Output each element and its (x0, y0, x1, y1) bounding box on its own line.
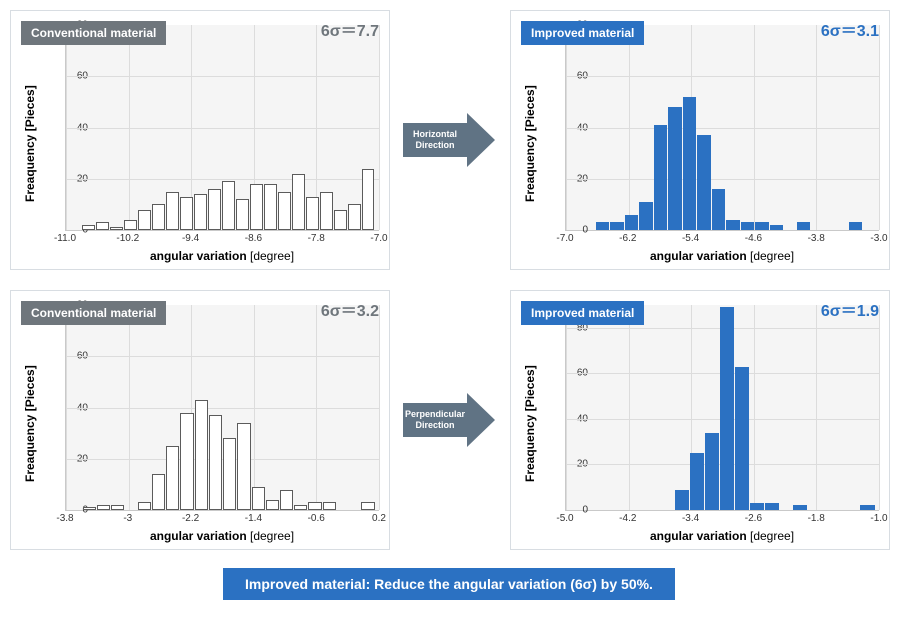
histogram-plot: 020406080 (65, 305, 379, 511)
chart-grid: Conventional material 6σ＝7.7 Freaquency … (10, 10, 888, 550)
arrow-perpendicular: PerpendicularDirection (400, 393, 500, 447)
x-axis-label: angular variation [degree] (565, 527, 879, 543)
x-axis-label: angular variation [degree] (65, 527, 379, 543)
arrow-label: HorizontalDirection (413, 129, 457, 151)
material-tag: Improved material (521, 301, 644, 325)
histogram-plot: 020406080 (65, 25, 379, 231)
x-axis-ticks: -11.0-10.2-9.4-8.6-7.8-7.0 (65, 231, 379, 247)
y-axis-label: Freaquency [Pieces] (521, 305, 539, 543)
x-axis-label: angular variation [degree] (65, 247, 379, 263)
panel-improved-perpendicular: Improved material 6σ＝1.9 Freaquency [Pie… (510, 290, 890, 550)
sigma-value: 6σ＝3.2 (321, 297, 379, 321)
x-axis-ticks: -7.0-6.2-5.4-4.6-3.8-3.0 (565, 231, 879, 247)
x-axis-label: angular variation [degree] (565, 247, 879, 263)
x-axis-ticks: -3.8-3-2.2-1.4-0.60.2 (65, 511, 379, 527)
conclusion-banner: Improved material: Reduce the angular va… (223, 568, 675, 600)
sigma-value: 6σ＝7.7 (321, 17, 379, 41)
material-tag: Conventional material (21, 301, 166, 325)
histogram-plot: 020406080 (565, 25, 879, 231)
y-axis-label: Freaquency [Pieces] (521, 25, 539, 263)
material-tag: Conventional material (21, 21, 166, 45)
y-axis-label: Freaquency [Pieces] (21, 25, 39, 263)
arrow-horizontal: HorizontalDirection (400, 113, 500, 167)
histogram-plot: 020406080 (565, 305, 879, 511)
panel-conventional-horizontal: Conventional material 6σ＝7.7 Freaquency … (10, 10, 390, 270)
sigma-value: 6σ＝1.9 (821, 297, 879, 321)
arrow-label: PerpendicularDirection (405, 409, 465, 431)
y-axis-label: Freaquency [Pieces] (21, 305, 39, 543)
panel-conventional-perpendicular: Conventional material 6σ＝3.2 Freaquency … (10, 290, 390, 550)
panel-improved-horizontal: Improved material 6σ＝3.1 Freaquency [Pie… (510, 10, 890, 270)
material-tag: Improved material (521, 21, 644, 45)
x-axis-ticks: -5.0-4.2-3.4-2.6-1.8-1.0 (565, 511, 879, 527)
sigma-value: 6σ＝3.1 (821, 17, 879, 41)
footer: Improved material: Reduce the angular va… (10, 568, 888, 600)
